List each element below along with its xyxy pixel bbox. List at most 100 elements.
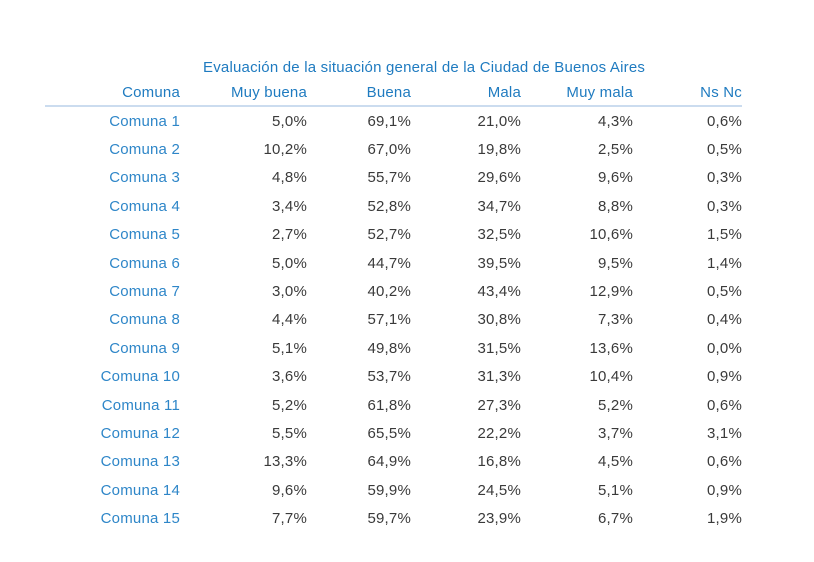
value-cell: 0,4% bbox=[707, 311, 742, 329]
value-cell: 4,5% bbox=[598, 453, 633, 471]
value-cell: 5,0% bbox=[272, 254, 307, 272]
value-cell: 8,8% bbox=[598, 197, 633, 215]
value-cell: 2,5% bbox=[598, 141, 633, 159]
column-header-muy-mala: Muy mala bbox=[521, 80, 633, 107]
value-cell: 34,7% bbox=[477, 197, 521, 215]
table-row: Comuna 14 9,6% 59,9% 24,5% 5,1% 0,9% bbox=[45, 476, 742, 504]
value-cell: 44,7% bbox=[367, 254, 411, 272]
header-row: Comuna Muy buena Buena Mala Muy mala Ns … bbox=[45, 80, 742, 107]
value-cell: 9,6% bbox=[272, 481, 307, 499]
column-header-muy-buena: Muy buena bbox=[180, 80, 307, 107]
value-cell: 55,7% bbox=[367, 169, 411, 187]
value-cell: 0,6% bbox=[707, 453, 742, 471]
value-cell: 5,2% bbox=[272, 396, 307, 414]
value-cell: 0,5% bbox=[707, 141, 742, 159]
value-cell: 27,3% bbox=[477, 396, 521, 414]
value-cell: 53,7% bbox=[367, 368, 411, 386]
value-cell: 64,9% bbox=[367, 453, 411, 471]
value-cell: 5,0% bbox=[272, 112, 307, 130]
comuna-label: Comuna 13 bbox=[100, 453, 180, 471]
comuna-label: Comuna 8 bbox=[109, 311, 180, 329]
value-cell: 52,7% bbox=[367, 226, 411, 244]
value-cell: 61,8% bbox=[367, 396, 411, 414]
table-row: Comuna 12 5,5% 65,5% 22,2% 3,7% 3,1% bbox=[45, 419, 742, 447]
value-cell: 19,8% bbox=[477, 141, 521, 159]
value-cell: 1,4% bbox=[707, 254, 742, 272]
comuna-label: Comuna 5 bbox=[109, 226, 180, 244]
comuna-label: Comuna 4 bbox=[109, 197, 180, 215]
value-cell: 7,3% bbox=[598, 311, 633, 329]
value-cell: 16,8% bbox=[477, 453, 521, 471]
value-cell: 32,5% bbox=[477, 226, 521, 244]
value-cell: 9,6% bbox=[598, 169, 633, 187]
comuna-label: Comuna 11 bbox=[101, 396, 180, 414]
table-row: Comuna 13 13,3% 64,9% 16,8% 4,5% 0,6% bbox=[45, 448, 742, 476]
value-cell: 1,5% bbox=[707, 226, 742, 244]
value-cell: 3,4% bbox=[272, 197, 307, 215]
value-cell: 67,0% bbox=[367, 141, 411, 159]
comuna-label: Comuna 12 bbox=[100, 424, 180, 442]
value-cell: 13,6% bbox=[589, 339, 633, 357]
value-cell: 0,3% bbox=[707, 169, 742, 187]
value-cell: 0,0% bbox=[707, 339, 742, 357]
comuna-label: Comuna 2 bbox=[109, 141, 180, 159]
value-cell: 12,9% bbox=[589, 283, 633, 301]
value-cell: 59,7% bbox=[367, 510, 411, 528]
value-cell: 0,6% bbox=[707, 396, 742, 414]
value-cell: 69,1% bbox=[367, 112, 411, 130]
value-cell: 10,4% bbox=[589, 368, 633, 386]
value-cell: 52,8% bbox=[367, 197, 411, 215]
value-cell: 9,5% bbox=[598, 254, 633, 272]
value-cell: 10,2% bbox=[263, 141, 307, 159]
value-cell: 49,8% bbox=[367, 339, 411, 357]
value-cell: 5,2% bbox=[598, 396, 633, 414]
value-cell: 24,5% bbox=[477, 481, 521, 499]
value-cell: 3,7% bbox=[598, 424, 633, 442]
comuna-label: Comuna 9 bbox=[109, 339, 180, 357]
value-cell: 7,7% bbox=[272, 510, 307, 528]
table-row: Comuna 15 7,7% 59,7% 23,9% 6,7% 1,9% bbox=[45, 504, 742, 532]
value-cell: 0,5% bbox=[707, 283, 742, 301]
table-row: Comuna 1 5,0% 69,1% 21,0% 4,3% 0,6% bbox=[45, 106, 742, 135]
table-row: Comuna 3 4,8% 55,7% 29,6% 9,6% 0,3% bbox=[45, 164, 742, 192]
value-cell: 22,2% bbox=[477, 424, 521, 442]
comuna-label: Comuna 3 bbox=[109, 169, 180, 187]
value-cell: 4,3% bbox=[598, 112, 633, 130]
value-cell: 2,7% bbox=[272, 226, 307, 244]
value-cell: 21,0% bbox=[477, 112, 521, 130]
value-cell: 1,9% bbox=[707, 510, 742, 528]
table-header: Comuna Muy buena Buena Mala Muy mala Ns … bbox=[45, 80, 742, 107]
value-cell: 65,5% bbox=[367, 424, 411, 442]
evaluation-table-section: Evaluación de la situación general de la… bbox=[45, 58, 742, 533]
evaluation-table: Comuna Muy buena Buena Mala Muy mala Ns … bbox=[45, 80, 742, 533]
column-header-ns-nc: Ns Nc bbox=[633, 80, 742, 107]
value-cell: 23,9% bbox=[477, 510, 521, 528]
value-cell: 0,9% bbox=[707, 481, 742, 499]
value-cell: 10,6% bbox=[589, 226, 633, 244]
value-cell: 0,3% bbox=[707, 197, 742, 215]
comuna-label: Comuna 6 bbox=[109, 254, 180, 272]
column-header-mala: Mala bbox=[411, 80, 521, 107]
value-cell: 5,1% bbox=[272, 339, 307, 357]
value-cell: 59,9% bbox=[367, 481, 411, 499]
table-row: Comuna 7 3,0% 40,2% 43,4% 12,9% 0,5% bbox=[45, 277, 742, 305]
value-cell: 13,3% bbox=[263, 453, 307, 471]
column-header-comuna: Comuna bbox=[45, 80, 180, 107]
value-cell: 4,4% bbox=[272, 311, 307, 329]
table-row: Comuna 5 2,7% 52,7% 32,5% 10,6% 1,5% bbox=[45, 221, 742, 249]
comuna-label: Comuna 14 bbox=[100, 481, 180, 499]
table-row: Comuna 4 3,4% 52,8% 34,7% 8,8% 0,3% bbox=[45, 192, 742, 220]
table-row: Comuna 6 5,0% 44,7% 39,5% 9,5% 1,4% bbox=[45, 249, 742, 277]
value-cell: 30,8% bbox=[477, 311, 521, 329]
table-row: Comuna 11 5,2% 61,8% 27,3% 5,2% 0,6% bbox=[45, 391, 742, 419]
comuna-label: Comuna 7 bbox=[109, 283, 180, 301]
value-cell: 31,5% bbox=[477, 339, 521, 357]
value-cell: 5,1% bbox=[598, 481, 633, 499]
value-cell: 3,0% bbox=[272, 283, 307, 301]
value-cell: 43,4% bbox=[477, 283, 521, 301]
comuna-label: Comuna 10 bbox=[100, 368, 180, 386]
value-cell: 29,6% bbox=[477, 169, 521, 187]
table-row: Comuna 9 5,1% 49,8% 31,5% 13,6% 0,0% bbox=[45, 334, 742, 362]
value-cell: 6,7% bbox=[598, 510, 633, 528]
